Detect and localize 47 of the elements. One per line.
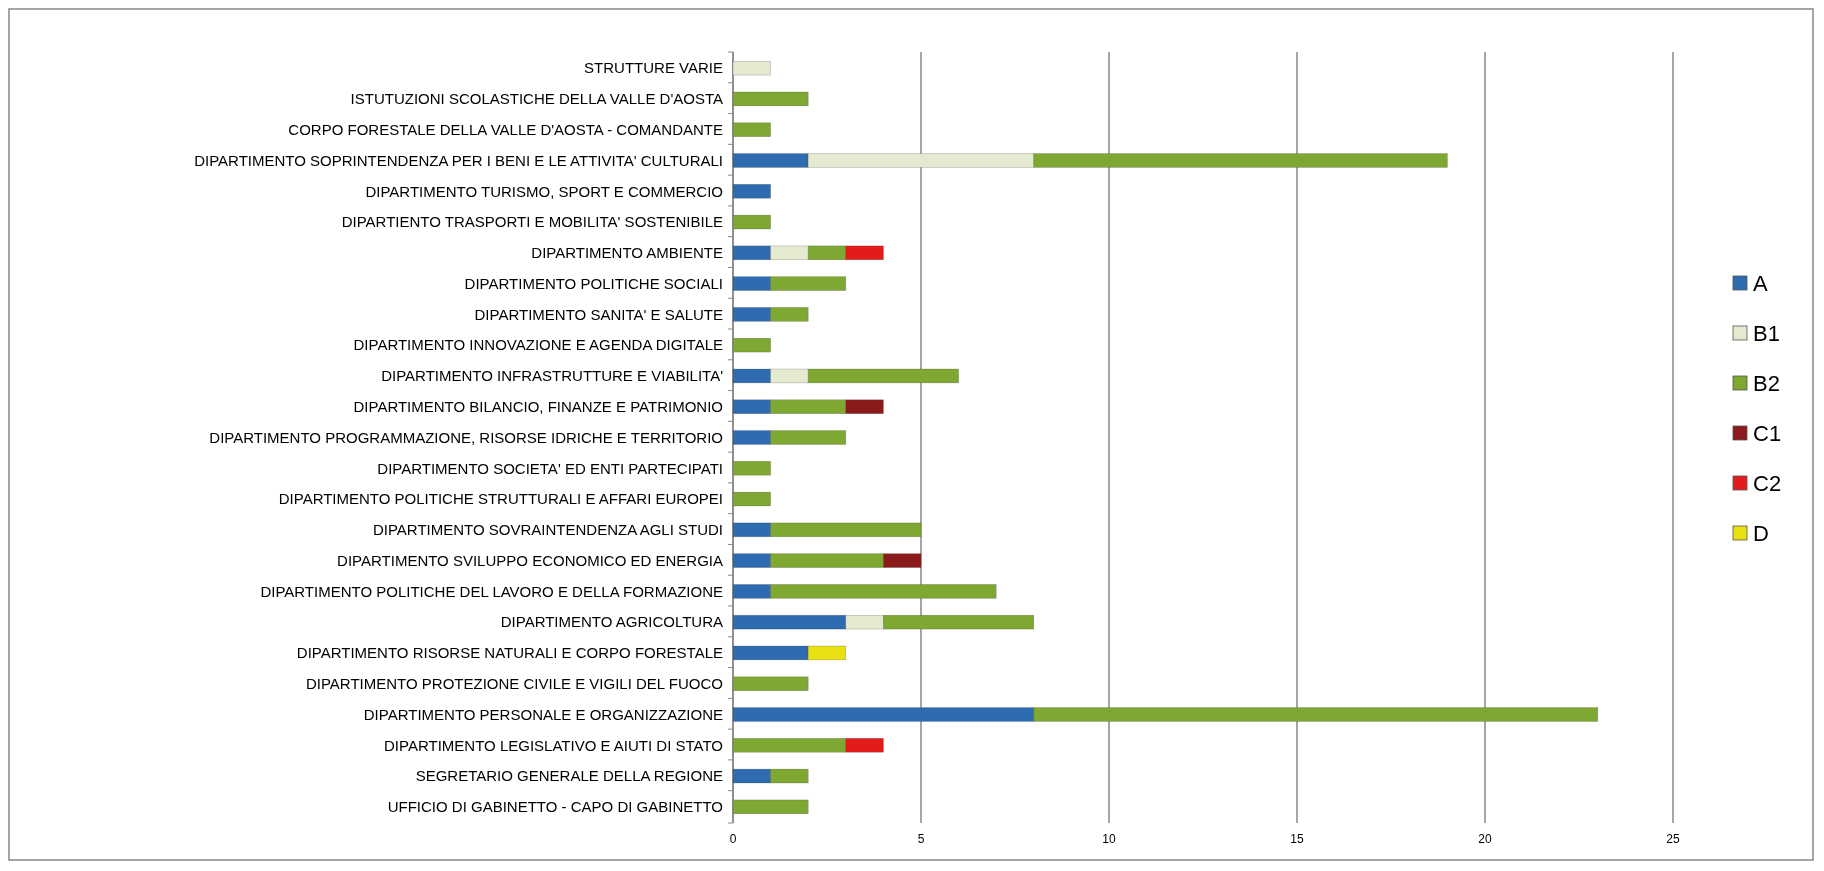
y-tick-label: DIPARTIENTO TRASPORTI E MOBILITA' SOSTENIBILE	[341, 213, 723, 231]
y-tick-label: DIPARTIMENTO SANITA' E SALUTE	[474, 305, 723, 323]
bar	[732, 184, 771, 199]
bar	[732, 676, 809, 691]
bar	[732, 337, 771, 353]
y-tick-label: CORPO FORESTALE DELLA VALLE D'AOSTA - COMANDANTE	[288, 120, 723, 138]
y-tick-label: DIPARTIMENTO INNOVAZIONE E AGENDA DIGITALE	[353, 336, 723, 354]
legend-label: B1	[1753, 320, 1780, 346]
y-tick-label: STRUTTURE VARIE	[584, 59, 723, 77]
bar	[732, 799, 809, 815]
bar	[732, 122, 771, 137]
y-tick-label: DIPARTIMENTO SOPRINTENDENZA PER I BENI E LE ATTIVITA' CULTURALI	[194, 151, 723, 169]
x-tick-label: 20	[1478, 832, 1492, 847]
y-tick-label: DIPARTIMENTO AGRICOLTURA	[500, 613, 723, 631]
y-tick-label: DIPARTIMENTO PERSONALE E ORGANIZZAZIONE	[363, 705, 723, 723]
y-tick-label: DIPARTIMENTO POLITICHE SOCIALI	[464, 274, 723, 292]
bar	[732, 214, 771, 230]
legend-label: C1	[1753, 420, 1782, 446]
y-tick-label: DIPARTIMENTO TURISMO, SPORT E COMMERCIO	[365, 182, 723, 200]
bar	[732, 91, 809, 107]
legend-label: D	[1753, 520, 1769, 546]
y-tick-label: DIPARTIMENTO INFRASTRUTTURE E VIABILITA'	[381, 367, 724, 385]
bar	[732, 60, 771, 76]
legend-label: A	[1753, 270, 1768, 296]
y-tick-label: DIPARTIMENTO SOCIETA' ED ENTI PARTECIPATI	[377, 459, 723, 477]
legend-label: C2	[1753, 470, 1782, 496]
bar	[732, 461, 771, 476]
y-tick-label: SEGRETARIO GENERALE DELLA REGIONE	[415, 767, 723, 785]
y-tick-label: DIPARTIMENTO BILANCIO, FINANZE E PATRIMONIO	[353, 397, 723, 415]
y-tick-label: DIPARTIMENTO POLITICHE DEL LAVORO E DELLA FORMAZIONE	[260, 582, 723, 600]
legend-label: B2	[1753, 370, 1780, 396]
y-tick-label: DIPARTIMENTO AMBIENTE	[531, 244, 723, 262]
y-tick-label: DIPARTIMENTO POLITICHE STRUTTURALI E AFFARI EUROPEI	[278, 490, 723, 508]
y-tick-label: DIPARTIMENTO SVILUPPO ECONOMICO ED ENERGIA	[337, 551, 723, 569]
y-tick-label: UFFICIO DI GABINETTO - CAPO DI GABINETTO	[387, 798, 723, 816]
y-tick-label: DIPARTIMENTO RISORSE NATURALI E CORPO FORESTALE	[296, 644, 723, 662]
y-tick-label: DIPARTIMENTO LEGISLATIVO E AIUTI DI STATO	[384, 736, 723, 754]
bar	[732, 491, 771, 507]
y-tick-label: ISTUTUZIONI SCOLASTICHE DELLA VALLE D'AOSTA	[350, 90, 723, 108]
x-tick-label: 25	[1666, 832, 1680, 847]
x-tick-label: 10	[1102, 832, 1116, 847]
x-tick-label: 15	[1290, 832, 1304, 847]
y-tick-label: DIPARTIMENTO SOVRAINTENDENZA AGLI STUDI	[372, 521, 723, 539]
y-tick-label: DIPARTIMENTO PROTEZIONE CIVILE E VIGILI DEL FUOCO	[305, 674, 723, 692]
y-tick-label: DIPARTIMENTO PROGRAMMAZIONE, RISORSE IDRICHE E TERRITORIO	[209, 428, 723, 446]
x-tick-label: 0	[729, 832, 737, 847]
x-tick-label: 5	[917, 832, 925, 847]
